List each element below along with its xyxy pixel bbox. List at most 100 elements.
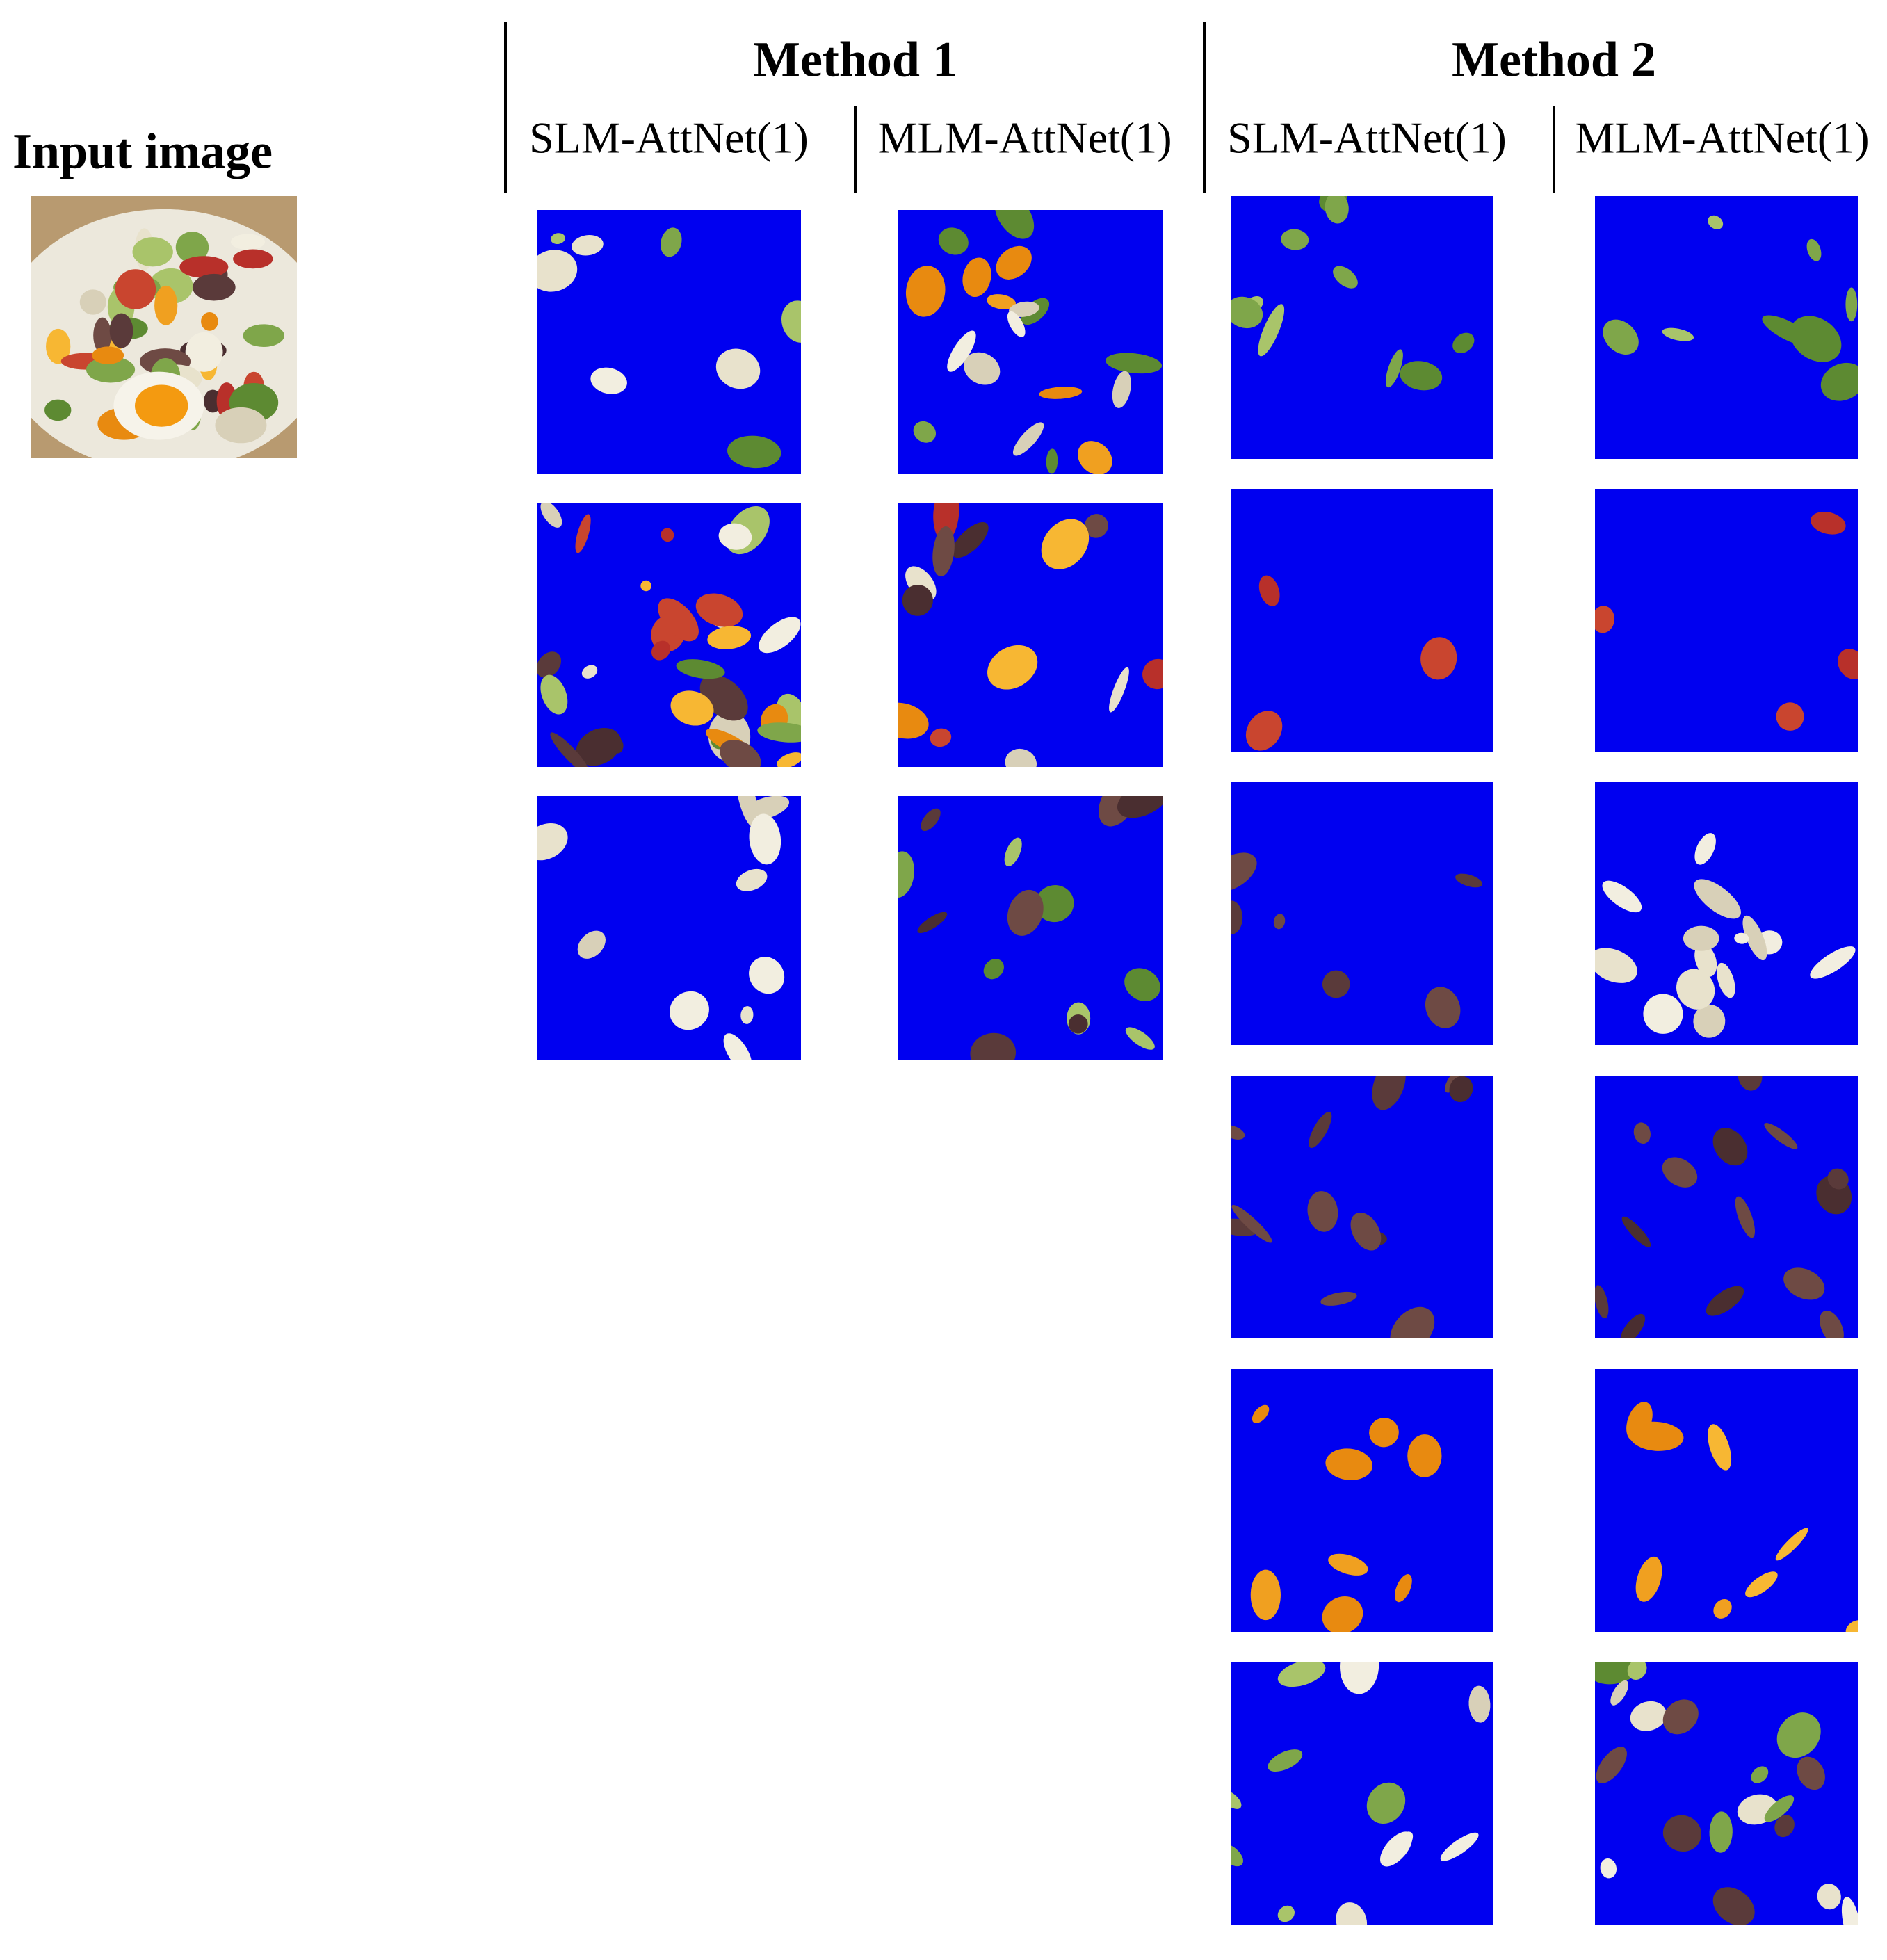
attention-map: [1231, 782, 1493, 1045]
region: [1776, 1712, 1821, 1758]
region: [1307, 1191, 1338, 1232]
region: [1273, 914, 1286, 930]
region: [1676, 969, 1715, 1010]
attention-map: [1231, 196, 1493, 459]
region: [1734, 932, 1749, 944]
attention-map: [1595, 1076, 1858, 1338]
region: [1627, 1662, 1647, 1680]
region: [1635, 1556, 1662, 1602]
region: [1231, 1790, 1242, 1809]
region: [1124, 968, 1160, 1001]
region: [1400, 361, 1443, 391]
region: [1712, 1128, 1748, 1166]
region: [1420, 637, 1457, 680]
region: [1252, 1404, 1270, 1423]
region: [952, 522, 989, 558]
region: [1820, 362, 1858, 401]
food: [46, 328, 71, 364]
region: [1717, 962, 1735, 998]
region: [1395, 1574, 1412, 1603]
region: [1694, 879, 1741, 919]
region: [749, 957, 785, 994]
food: [185, 332, 223, 372]
region: [1709, 1811, 1733, 1853]
region: [986, 294, 1016, 309]
region: [1007, 311, 1026, 337]
region: [1231, 900, 1243, 934]
region: [1039, 387, 1083, 399]
region: [1694, 833, 1716, 865]
region: [1712, 1887, 1755, 1925]
region: [1455, 873, 1483, 888]
region: [1245, 711, 1283, 751]
egg-yolk: [134, 384, 188, 427]
region: [1468, 1685, 1491, 1723]
region: [913, 421, 936, 443]
region: [1742, 915, 1767, 961]
region: [781, 300, 801, 343]
region: [1610, 1680, 1629, 1706]
region: [921, 808, 941, 832]
column-label: SLM-AttNet(1): [1227, 113, 1507, 163]
column-label: SLM-AttNet(1): [529, 113, 809, 163]
attention-map: [1231, 1076, 1493, 1338]
region: [759, 617, 801, 654]
region: [1845, 287, 1858, 322]
region: [1277, 1905, 1295, 1922]
region: [1231, 1204, 1272, 1243]
region: [1277, 1662, 1326, 1687]
food: [115, 269, 156, 309]
region: [1764, 1123, 1798, 1149]
region: [1231, 296, 1263, 329]
region: [1738, 1076, 1763, 1091]
food: [154, 285, 178, 325]
region: [1603, 319, 1639, 355]
region: [1751, 1766, 1769, 1783]
region: [1231, 1125, 1245, 1140]
region: [1811, 511, 1846, 535]
region: [670, 991, 709, 1030]
region: [1078, 441, 1112, 474]
region: [1708, 1424, 1732, 1471]
region: [1084, 514, 1108, 538]
region: [1109, 667, 1129, 713]
region: [1694, 943, 1717, 977]
map-background: [1231, 1662, 1493, 1925]
region: [757, 722, 801, 743]
region: [1325, 1448, 1373, 1480]
region: [1595, 1285, 1609, 1319]
region: [1309, 1111, 1332, 1148]
region: [720, 740, 761, 767]
region: [581, 665, 598, 679]
food: [233, 249, 273, 269]
region: [537, 823, 568, 861]
region: [964, 352, 1001, 385]
attention-map: [898, 503, 1163, 767]
region: [1820, 1310, 1844, 1338]
food: [86, 356, 136, 383]
region: [736, 868, 768, 891]
attention-map: [537, 796, 801, 1060]
attention-map: [1231, 1662, 1493, 1925]
region: [917, 912, 948, 933]
region: [1845, 1620, 1858, 1632]
attention-map: [1595, 1662, 1858, 1925]
region: [1106, 353, 1163, 374]
region: [1322, 970, 1350, 998]
region: [1600, 1858, 1617, 1879]
region: [962, 257, 991, 298]
map-background: [1231, 489, 1493, 752]
region: [1320, 1291, 1357, 1306]
region: [661, 227, 682, 257]
region: [947, 330, 976, 372]
region: [590, 367, 627, 394]
region: [994, 210, 1035, 239]
attention-map: [537, 503, 801, 767]
region: [1041, 519, 1090, 569]
region: [1706, 1286, 1744, 1316]
region: [676, 659, 725, 679]
region: [736, 796, 759, 827]
region: [1735, 1196, 1756, 1238]
region: [1112, 371, 1131, 408]
